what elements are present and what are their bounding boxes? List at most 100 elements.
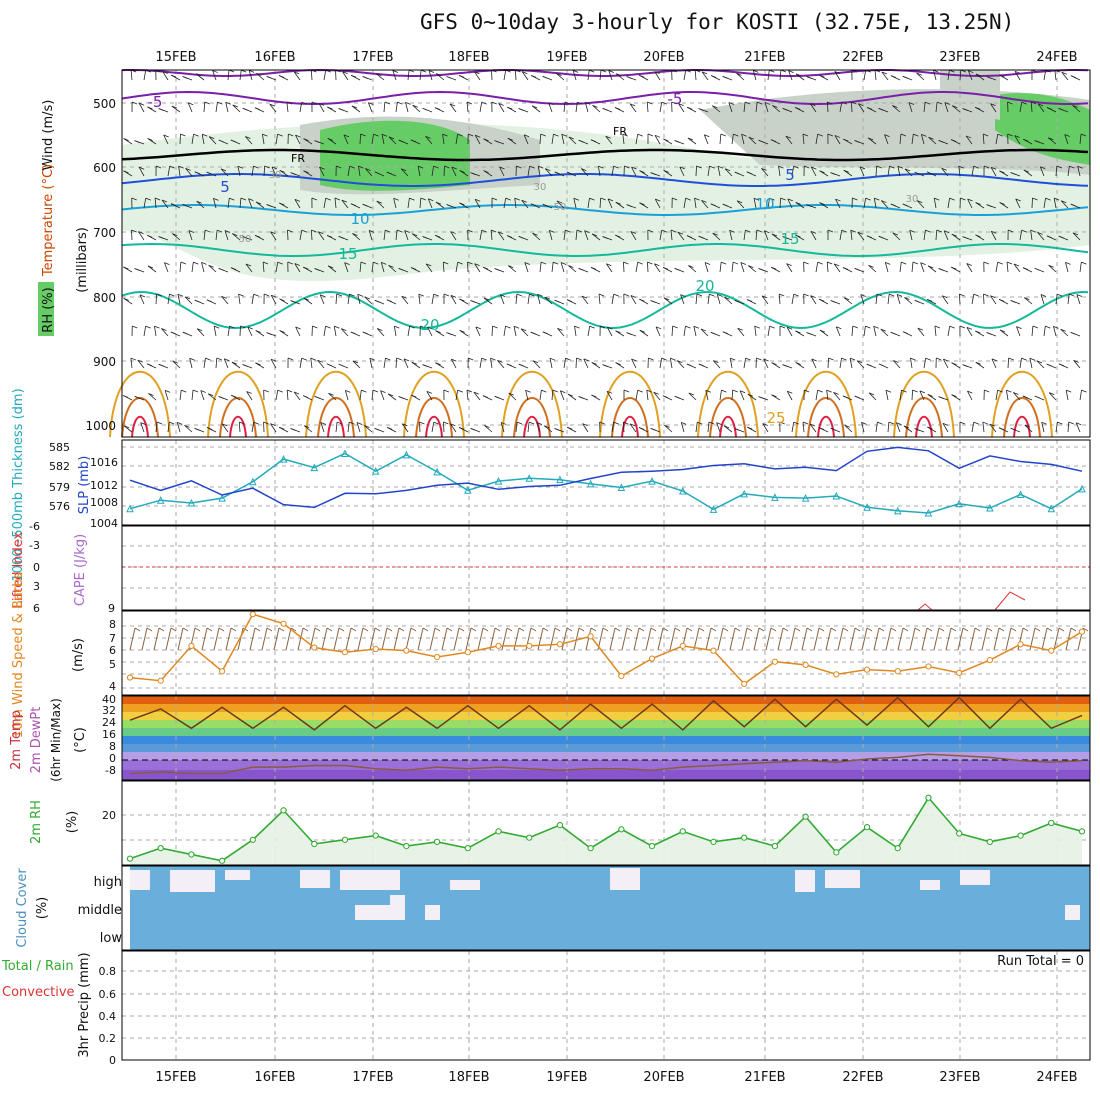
wind-barb-flag xyxy=(811,358,817,362)
wind-barb xyxy=(491,325,493,337)
wind-barb xyxy=(719,134,722,145)
wind-barb-flag xyxy=(787,390,793,394)
wind-barb-flag xyxy=(999,329,1006,333)
wind-barb xyxy=(251,166,254,177)
wind-barb xyxy=(1031,326,1034,337)
wind-barb-flag xyxy=(965,135,972,139)
wind-barb-flag xyxy=(542,203,548,207)
wind-barb-flag xyxy=(358,165,364,169)
wind-barb-flag xyxy=(554,428,560,431)
wind-barb xyxy=(995,262,999,273)
wind-barb xyxy=(1005,627,1012,651)
wind-barb xyxy=(466,390,469,401)
wind-barb xyxy=(270,423,277,433)
wind-barb-flag xyxy=(239,421,245,425)
panel-frame xyxy=(121,950,1091,1061)
wind-barb xyxy=(967,70,973,81)
wind-barb-flag xyxy=(320,422,327,425)
rh2m-point xyxy=(925,794,932,801)
cloud-gap xyxy=(170,870,215,892)
wind-barb xyxy=(551,262,554,273)
wind-barb-flag xyxy=(474,198,481,202)
wind-barb-flag xyxy=(263,421,269,425)
contour-label: -5 xyxy=(668,90,683,108)
rh2m-point xyxy=(556,822,564,829)
wind-barb xyxy=(419,421,421,433)
wind-barb xyxy=(238,421,241,433)
wind-barb xyxy=(993,627,1000,651)
wind-barb-flag xyxy=(139,102,145,106)
wind-barb xyxy=(249,627,256,651)
wind-barb-flag xyxy=(810,295,816,298)
wind-barb-flag xyxy=(368,102,374,106)
wind-barb xyxy=(383,358,386,369)
wind-barb xyxy=(527,422,530,433)
wind-barb-flag xyxy=(1058,363,1065,367)
wind-barb-flag xyxy=(717,293,723,297)
date-label-bottom: 15FEB xyxy=(155,1070,196,1085)
wind-barb xyxy=(892,232,901,241)
wind-barb-flag xyxy=(369,357,376,361)
wind-barb xyxy=(514,69,517,81)
wind-barb-flag xyxy=(232,104,238,108)
wind-barb-flag xyxy=(897,165,904,169)
wind-barb-flag xyxy=(638,627,645,632)
wind-barb-flag xyxy=(966,263,972,266)
wind-barb xyxy=(521,200,529,209)
wind-barb-flag xyxy=(158,363,164,367)
wind-barb-flag xyxy=(256,73,262,76)
wind-barb xyxy=(1030,230,1033,241)
wind-barb-flag xyxy=(585,102,591,105)
wind-barb xyxy=(275,390,279,401)
wind-barb-flag xyxy=(819,202,825,205)
wind-barb xyxy=(402,423,409,433)
wind-barb-flag xyxy=(279,330,285,333)
wind-barb-flag xyxy=(470,627,477,632)
wind-barb-flag xyxy=(566,171,572,175)
wind-barb-flag xyxy=(740,262,746,265)
wind-barb-flag xyxy=(942,295,948,299)
wind-barb-flag xyxy=(764,230,770,234)
wind-barb-flag xyxy=(655,326,662,330)
wind-barb xyxy=(513,326,517,337)
wind-barb-flag xyxy=(319,166,325,170)
wind-barb-flag xyxy=(319,294,326,298)
wind-barb xyxy=(293,71,301,81)
wind-barb-flag xyxy=(492,325,498,329)
wind-barb xyxy=(548,230,553,241)
wind-barb xyxy=(581,168,589,177)
wind-barb-flag xyxy=(156,421,163,425)
wind-barb xyxy=(863,70,867,81)
wind-barb-flag xyxy=(1040,294,1047,297)
y-tick-temp: 8 xyxy=(109,740,116,753)
wind-speed-point xyxy=(833,671,840,678)
wind-barb xyxy=(365,168,373,177)
wind-barb xyxy=(598,294,601,305)
wind-barb-flag xyxy=(392,70,399,73)
wind-barb-flag xyxy=(500,294,506,298)
wind-barb-flag xyxy=(314,395,320,399)
wind-barb xyxy=(431,294,435,305)
wind-barb-flag xyxy=(926,299,933,302)
wind-barb-flag xyxy=(647,229,653,233)
temp-color-band xyxy=(122,728,1090,736)
wind-barb xyxy=(1016,326,1021,337)
wind-barb-flag xyxy=(589,197,595,201)
wind-barb-flag xyxy=(1057,421,1063,425)
wind-barb-flag xyxy=(139,294,146,298)
wind-barb-flag xyxy=(902,627,909,632)
wind-barb-flag xyxy=(606,390,613,394)
wind-barb xyxy=(1067,166,1070,177)
thickness-point xyxy=(556,475,564,484)
wind-barb xyxy=(359,133,361,145)
cloud-gap xyxy=(610,868,640,890)
wind-barb xyxy=(497,360,505,369)
wind-barb-flag xyxy=(457,133,463,137)
wind-barb-flag xyxy=(170,627,177,632)
wind-barb xyxy=(711,105,721,113)
wind-barb-flag xyxy=(920,262,926,265)
wind-barb xyxy=(1029,358,1033,369)
date-label-bottom: 24FEB xyxy=(1036,1070,1077,1085)
wind-barb xyxy=(1037,103,1045,113)
wind-speed-point xyxy=(679,642,686,649)
